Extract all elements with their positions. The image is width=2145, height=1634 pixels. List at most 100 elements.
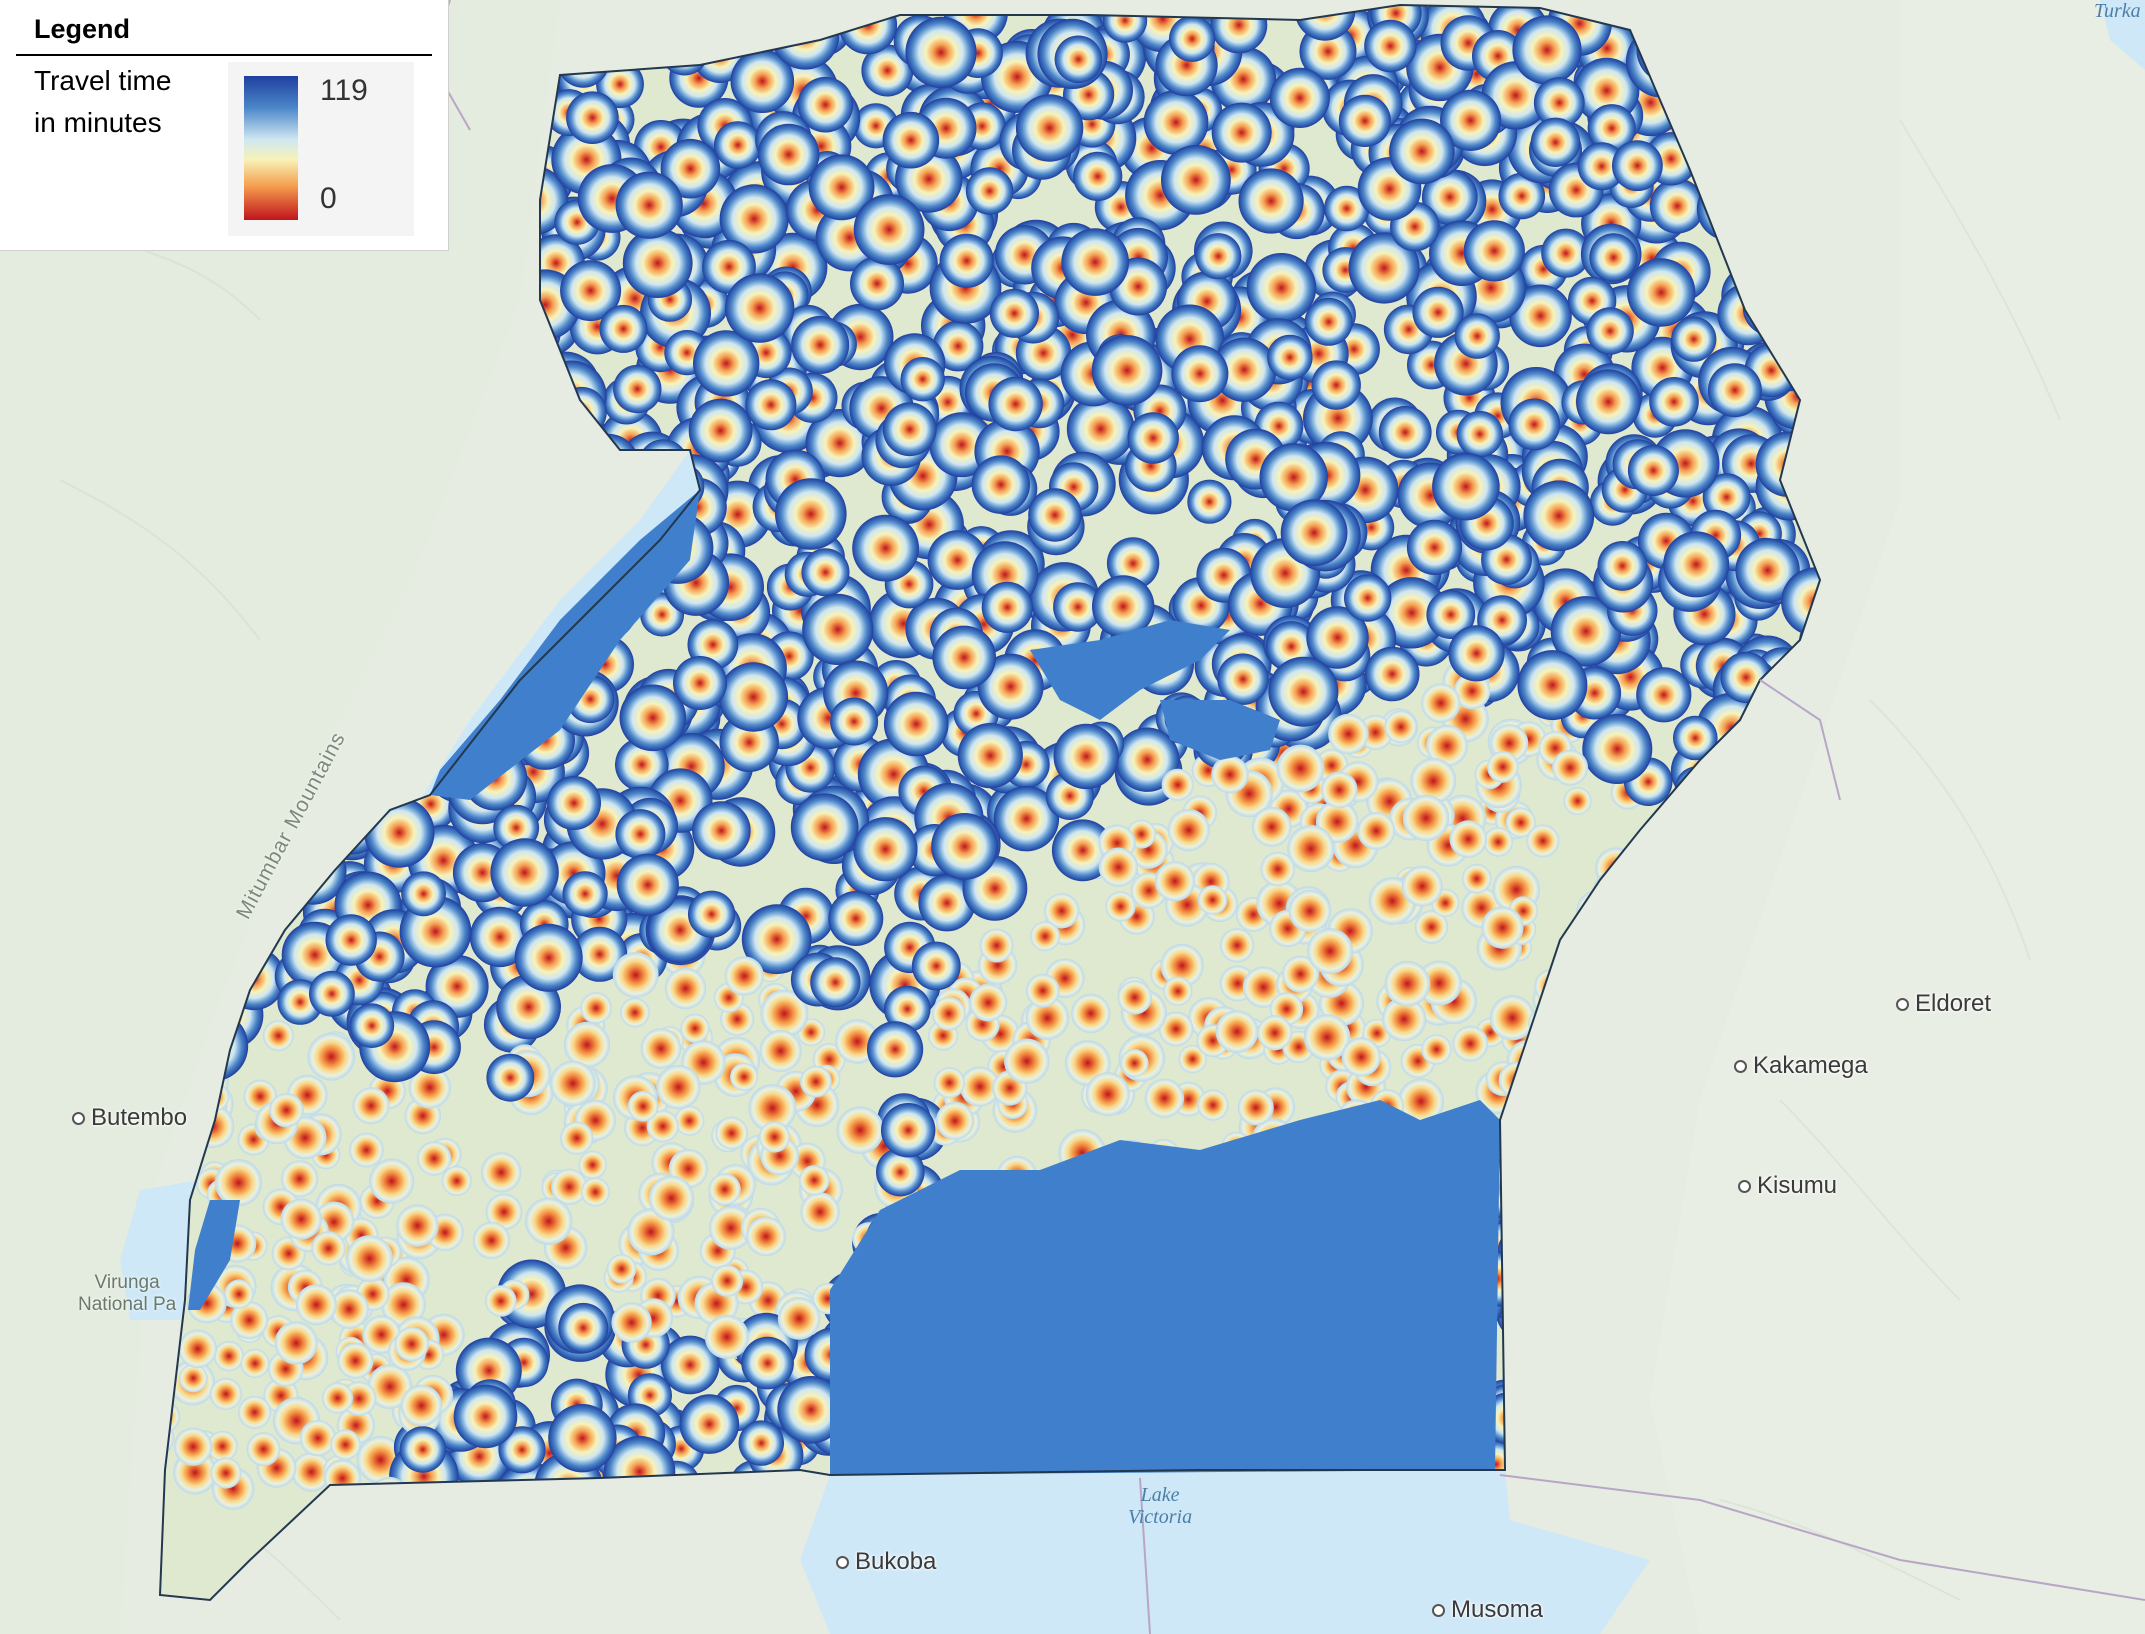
city-dot-icon [1896,998,1909,1012]
travel-time-cell [369,1158,415,1204]
travel-time-cell [1707,363,1762,418]
travel-time-cell [708,1173,741,1206]
travel-time-cell [566,91,619,144]
travel-time-cell [1344,574,1392,622]
travel-time-cell [673,656,727,710]
travel-time-cell [1073,151,1123,201]
travel-time-cell [1251,807,1292,847]
travel-time-cell [1288,889,1332,933]
travel-time-cell [738,1420,784,1466]
travel-time-cell [307,1032,356,1081]
travel-time-cell [674,1105,705,1136]
travel-time-cell [693,330,760,397]
travel-time-cell [408,1066,451,1109]
travel-time-cell [1144,1078,1185,1118]
travel-time-cell [1117,980,1152,1015]
travel-time-cell [1426,724,1468,767]
travel-time-cell [1627,258,1696,327]
travel-time-cell [572,926,628,982]
travel-time-cell [224,1279,254,1309]
travel-time-cell [1287,825,1335,873]
travel-time-cell [1280,499,1348,567]
travel-time-cell [1481,906,1524,949]
travel-time-cell [1526,824,1560,858]
travel-time-cell [760,989,809,1038]
travel-time-cell [209,1377,242,1411]
travel-time-cell [1587,104,1636,153]
travel-time-cell [1636,667,1692,723]
travel-time-cell [547,776,601,830]
travel-time-cell [1187,479,1232,524]
travel-time-cell [179,1363,208,1393]
travel-time-cell [757,123,820,186]
travel-time-cell [876,1147,925,1197]
travel-time-cell [1426,590,1476,639]
travel-time-cell [399,1426,446,1473]
travel-time-cell [349,1003,395,1048]
travel-time-cell [1260,851,1296,887]
travel-time-cell [759,1029,802,1073]
lake-victoria-label: Lake Victoria [1128,1484,1193,1528]
travel-time-cell [246,1432,281,1467]
travel-time-cell [1211,755,1249,794]
travel-time-cell [971,455,1030,514]
travel-time-cell [1161,768,1194,801]
travel-time-cell [656,1064,701,1110]
travel-time-cell [400,1384,443,1427]
travel-time-cell [563,1021,611,1068]
travel-time-cell [485,1193,523,1231]
travel-time-cell [800,1192,840,1232]
city-dot-icon [836,1556,849,1570]
travel-time-cell [291,1452,332,1492]
travel-time-cell [240,1348,270,1378]
travel-time-cell [1432,452,1500,521]
travel-time-cell [1483,827,1513,857]
travel-time-cell [1541,228,1591,278]
travel-time-cell [640,1028,682,1069]
travel-time-cell [708,1205,753,1250]
travel-time-cell [660,1335,720,1395]
travel-time-cell [627,1208,675,1256]
travel-time-cell [1092,575,1155,638]
travel-time-cell [679,1394,740,1454]
travel-time-cell [612,952,659,998]
travel-time-cell [1259,443,1328,512]
travel-time-cell [836,1106,884,1154]
legend-divider [16,54,432,56]
travel-time-cell [1004,1038,1050,1084]
travel-time-cell [932,625,996,690]
travel-time-cell [274,1321,318,1365]
travel-time-cell [1341,1037,1381,1077]
travel-time-cell [1267,334,1313,381]
travel-time-cell [850,256,904,311]
travel-time-cell [1735,538,1800,603]
travel-time-cell [269,1093,304,1128]
travel-time-cell [178,1329,217,1369]
lake-edward [188,1200,240,1310]
travel-time-cell [611,1302,652,1343]
travel-time-cell [1269,67,1330,128]
travel-time-cell [1127,412,1179,464]
travel-time-cell [578,1150,607,1180]
travel-time-cell [599,304,648,353]
travel-time-cell [745,379,797,431]
travel-time-cell [988,376,1043,432]
travel-time-cell [1348,232,1420,304]
park-virunga: Virunga National Pa [78,1272,177,1315]
travel-time-cell [741,904,812,975]
travel-time-cell [777,1376,845,1444]
travel-time-cell [882,111,940,169]
travel-time-cell [1311,360,1361,410]
travel-time-cell [648,1175,695,1221]
travel-time-cell [1053,582,1103,632]
legend-title: Legend [34,14,131,44]
travel-time-cell [810,957,861,1008]
travel-time-cell [394,1326,430,1362]
travel-time-cell [1563,787,1592,815]
kenya-land [1650,0,2145,1634]
travel-time-cell [1461,863,1492,894]
travel-time-cell [262,1020,294,1052]
travel-time-cell [1509,284,1572,348]
